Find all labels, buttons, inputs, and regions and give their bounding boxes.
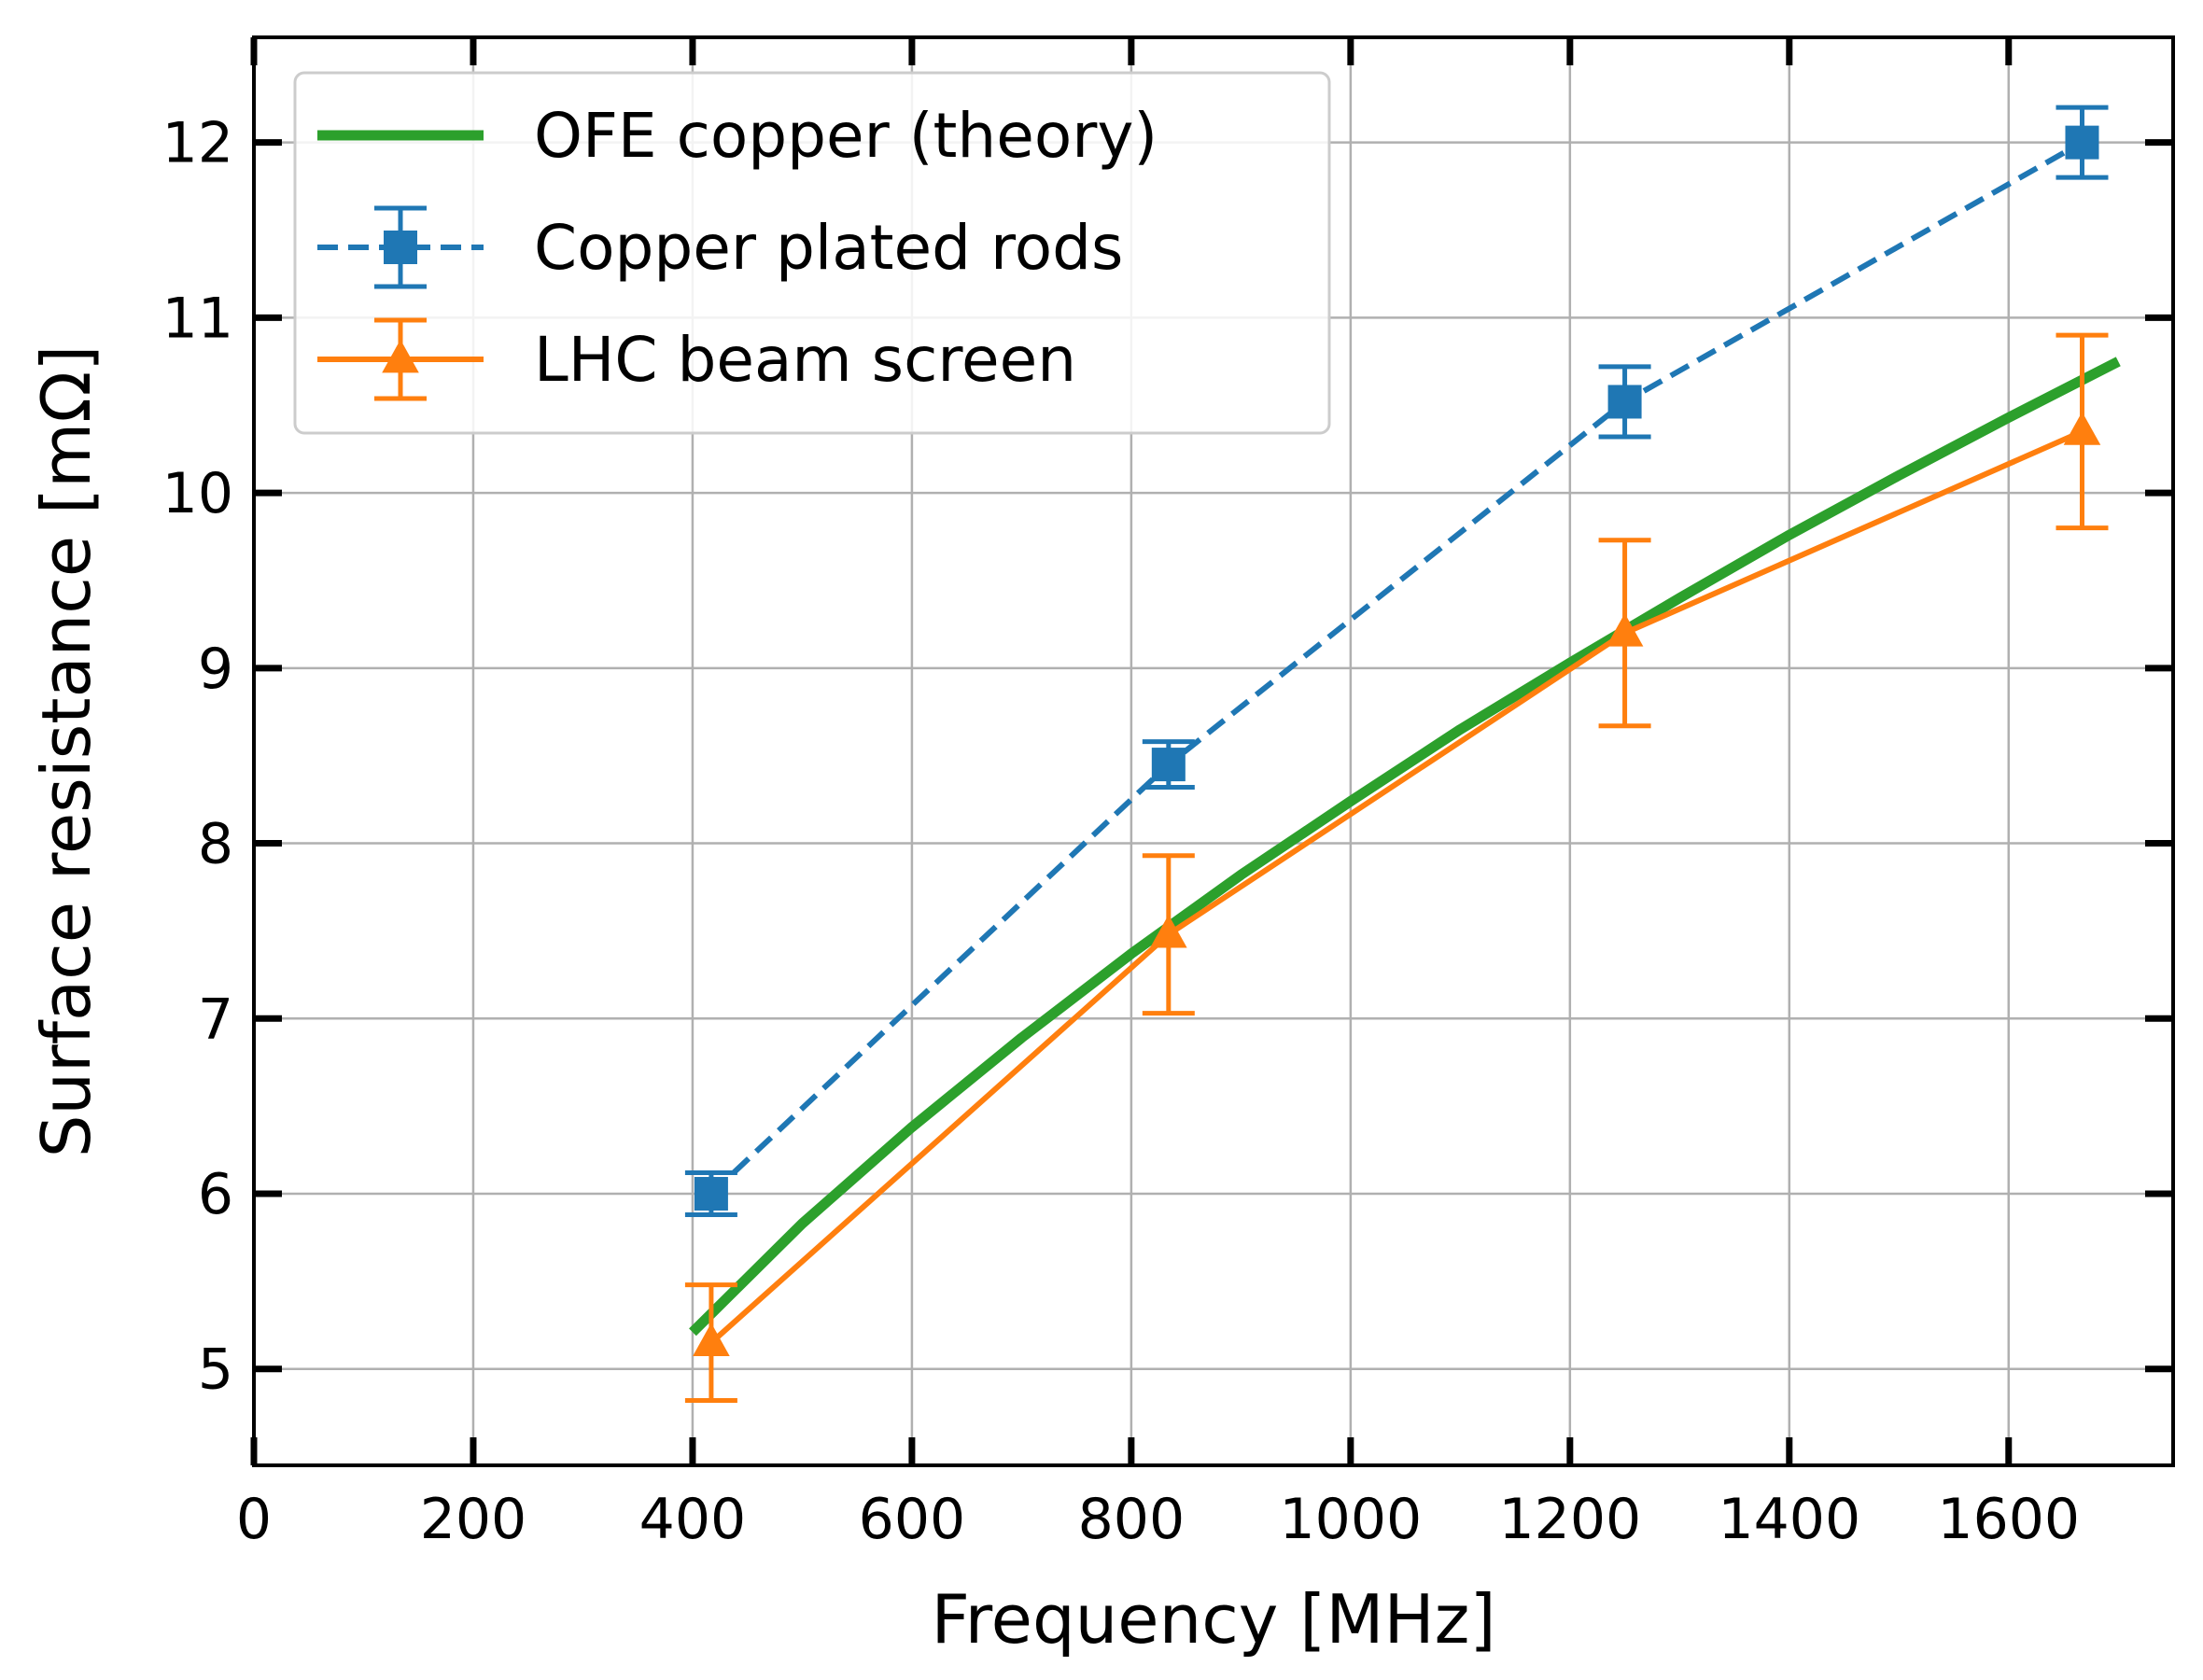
y-tick-label: 11 [162,286,233,351]
x-tick-label: 1200 [1498,1487,1641,1552]
tick-labels: 0 200 400 600 800 1000 1200 1400 1600 5 6 7 8 9 10 11 12 [162,111,2080,1552]
legend-marker [382,339,419,373]
data-point [1607,385,1642,419]
x-tick-label: 1400 [1718,1487,1860,1552]
y-axis-title: Surface resistance [mΩ] [27,345,105,1158]
x-tick-label: 400 [639,1487,747,1552]
series-layer [684,105,2121,1404]
y-tick-label: 12 [162,111,233,176]
y-tick-label: 5 [198,1337,233,1403]
y-tick-label: 9 [198,637,233,702]
x-tick-label: 1000 [1280,1487,1423,1552]
legend: OFE copper (theory) Copper plated rods LHC… [293,71,1331,435]
series-0 [689,357,2121,1337]
series-1 [684,105,2109,1218]
y-tick-label: 6 [198,1162,233,1227]
series-line [689,357,2121,1337]
x-tick-label: 800 [1078,1487,1186,1552]
data-point [1606,613,1644,647]
series-line [709,428,2084,1345]
x-tick-label: 200 [420,1487,527,1552]
series-2 [684,332,2109,1404]
y-tick-label: 10 [162,461,233,526]
legend-label: LHC beam screen [534,324,1076,396]
x-tick-label: 0 [236,1487,272,1552]
plot-frame [252,35,2175,1467]
data-point [693,1323,730,1356]
y-tick-label: 7 [198,987,233,1052]
data-point [2065,125,2099,160]
legend-label: OFE copper (theory) [534,100,1158,172]
data-point [1150,914,1187,948]
legend-marker [384,231,417,264]
y-tick-label: 8 [198,812,233,877]
series-line [709,140,2084,1197]
x-tick-label: 1600 [1937,1487,2080,1552]
legend-entries: OFE copper (theory) Copper plated rods LHC… [317,100,1158,401]
legend-label: Copper plated rods [534,212,1123,284]
x-tick-label: 600 [859,1487,966,1552]
data-point [1151,748,1186,782]
data-point [694,1177,728,1211]
ticks [250,37,2173,1465]
data-point [2063,412,2101,445]
legend-box [293,71,1331,435]
x-axis-title: Frequency [MHz] [931,1580,1495,1659]
